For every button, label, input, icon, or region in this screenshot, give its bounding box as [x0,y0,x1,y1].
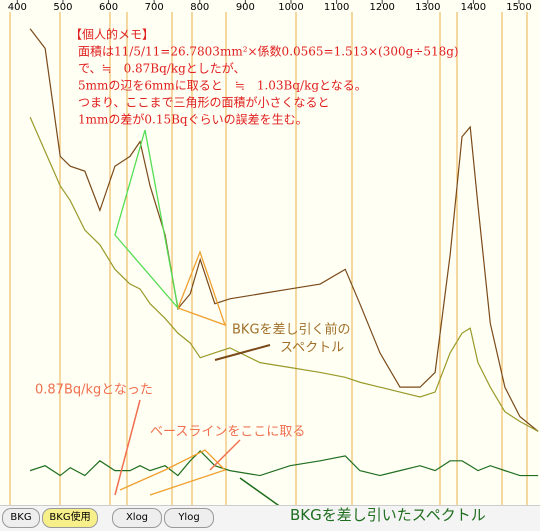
arrow [214,344,271,361]
x-tick-label: 1500 [506,2,531,13]
x-tick-label: 1000 [278,2,303,13]
annotation: スペクトル [280,341,344,356]
memo-line: つまり、ここまで三角形の面積が小さくなると [78,95,330,110]
arrow [239,477,280,505]
memo-line: 【個人的メモ】 [70,27,154,42]
x-tick-label: 1200 [369,2,394,13]
series-line [29,450,539,477]
memo-line: 面積は11/5/11=26.7803mm²×係数0.0565=1.513×(30… [78,44,459,59]
x-tick-label: 700 [145,2,164,13]
peak-markers [9,0,528,505]
green-triangle [114,129,180,311]
x-tick-label: 600 [99,2,118,13]
x-tick-label: 800 [190,2,209,13]
baseline-triangle [119,449,227,496]
series-line [29,28,539,432]
arrow [114,399,141,496]
chart: BKGを差し引く前の スペクトル 0.87Bq/kgとなった ベースラインをここ… [0,0,540,505]
x-tick-label: 900 [236,2,255,13]
x-tick-label: 1100 [324,2,349,13]
arrow [209,439,241,471]
annotation: 0.87Bq/kgとなった [35,383,153,398]
button[interactable]: Ylog [164,508,214,528]
memo-line: 5mmの辺を6mmに取ると ≒ 1.03Bq/kgとなる。 [78,79,367,93]
x-tick-label: 1400 [461,2,486,13]
x-tick-label: 400 [8,2,27,13]
axis-band [0,0,540,12]
button[interactable]: BKG使用 [42,508,98,528]
memo-line: で、≒ 0.87Bq/kgとしたが、 [78,61,246,76]
memo-line: 1mmの差が0.15Bqぐらいの誤差を生む。 [78,112,308,127]
series-line [29,116,539,432]
button[interactable]: Xlog [112,508,162,528]
x-tick-label: 1300 [415,2,440,13]
annotation: BKGを差し引いたスペクトル [290,506,486,524]
orange-triangle [177,250,227,327]
annotation: ベースラインをここに取る [150,425,305,440]
x-tick-label: 500 [53,2,72,13]
annotation: BKGを差し引く前の [232,322,351,338]
button[interactable]: BKG [2,508,40,528]
